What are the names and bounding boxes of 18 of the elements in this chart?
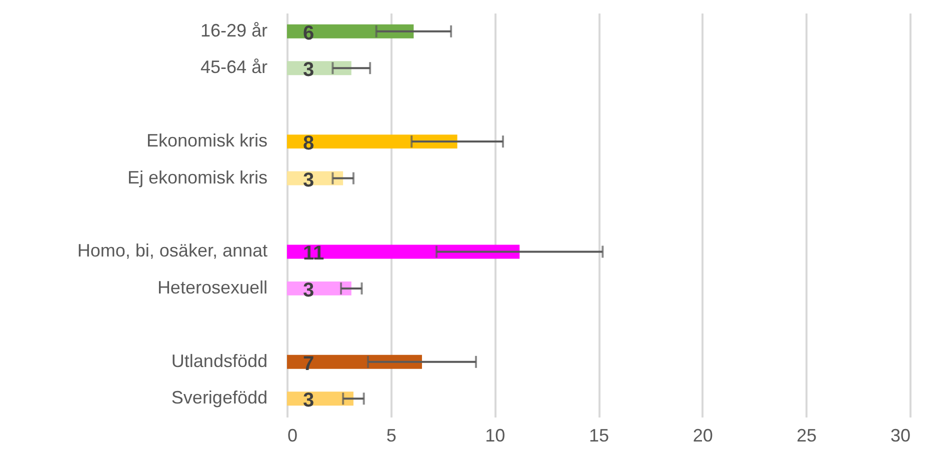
- y-tick-label: 45-64 år: [200, 57, 268, 78]
- data-label: 3: [303, 59, 314, 82]
- x-tick-label: 5: [386, 426, 396, 446]
- y-tick-label: Heterosexuell: [157, 277, 268, 298]
- y-tick-label: Homo, bi, osäker, annat: [77, 240, 268, 261]
- x-tick-label: 20: [692, 426, 713, 446]
- y-tick-label: Sverigefödd: [171, 388, 268, 408]
- y-tick-label: 16-29 år: [200, 20, 268, 40]
- x-tick-label: 10: [485, 426, 506, 446]
- x-tick-label: 30: [890, 426, 910, 446]
- x-tick-label: 0: [288, 426, 298, 446]
- y-tick-label: Ej ekonomisk kris: [127, 167, 268, 188]
- data-label: 3: [303, 279, 314, 302]
- data-label: 3: [303, 169, 314, 192]
- y-tick-label: Utlandsfödd: [171, 350, 268, 371]
- y-tick-label: Ekonomisk kris: [146, 130, 268, 151]
- x-tick-label: 25: [796, 426, 817, 446]
- x-tick-label: 15: [588, 426, 610, 446]
